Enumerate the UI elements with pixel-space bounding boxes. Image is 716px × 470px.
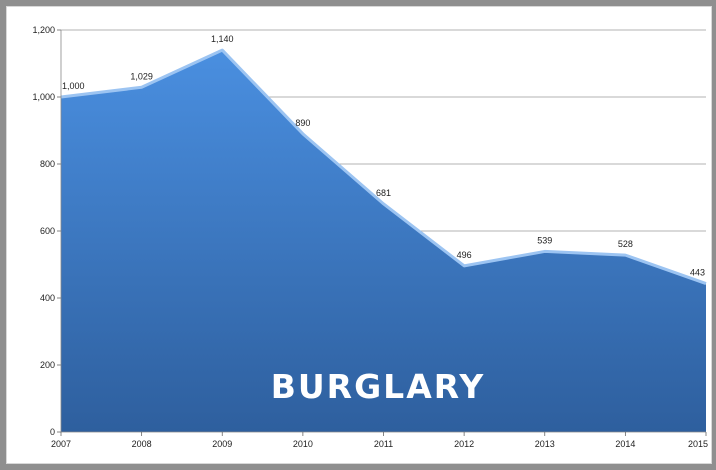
x-tick-label: 2007 (51, 439, 71, 449)
data-labels: 1,000 1,029 1,140 890 681 496 539 528 443 (62, 34, 705, 277)
x-tick-label: 2010 (293, 439, 313, 449)
y-tick-label: 0 (50, 427, 55, 437)
x-tick-label: 2008 (132, 439, 152, 449)
x-tick-label: 2013 (535, 439, 555, 449)
area-fill (61, 50, 706, 432)
y-tick-label: 600 (40, 226, 55, 236)
y-tick-label: 400 (40, 293, 55, 303)
data-label: 890 (295, 118, 310, 128)
y-axis: 0 200 400 600 800 1,000 1,200 (32, 25, 62, 437)
x-tick-label: 2015 (688, 439, 708, 449)
data-label: 539 (537, 235, 552, 245)
x-tick-label: 2009 (212, 439, 232, 449)
x-axis: 2007 2008 2009 2010 2011 2012 2013 2014 2015 (51, 431, 708, 449)
y-tick-label: 1,200 (32, 25, 55, 35)
data-label: 496 (457, 250, 472, 260)
y-tick-label: 1,000 (32, 92, 55, 102)
data-label: 1,000 (62, 81, 85, 91)
y-tick-label: 800 (40, 159, 55, 169)
data-label: 681 (376, 188, 391, 198)
x-tick-label: 2011 (374, 439, 393, 449)
data-label: 1,140 (211, 34, 234, 44)
data-label: 1,029 (130, 71, 153, 81)
data-label: 528 (618, 239, 633, 249)
data-label: 443 (690, 268, 705, 278)
chart-title: BURGLARY (271, 367, 486, 406)
x-tick-label: 2014 (615, 439, 635, 449)
y-tick-label: 200 (40, 360, 55, 370)
x-tick-label: 2012 (454, 439, 474, 449)
